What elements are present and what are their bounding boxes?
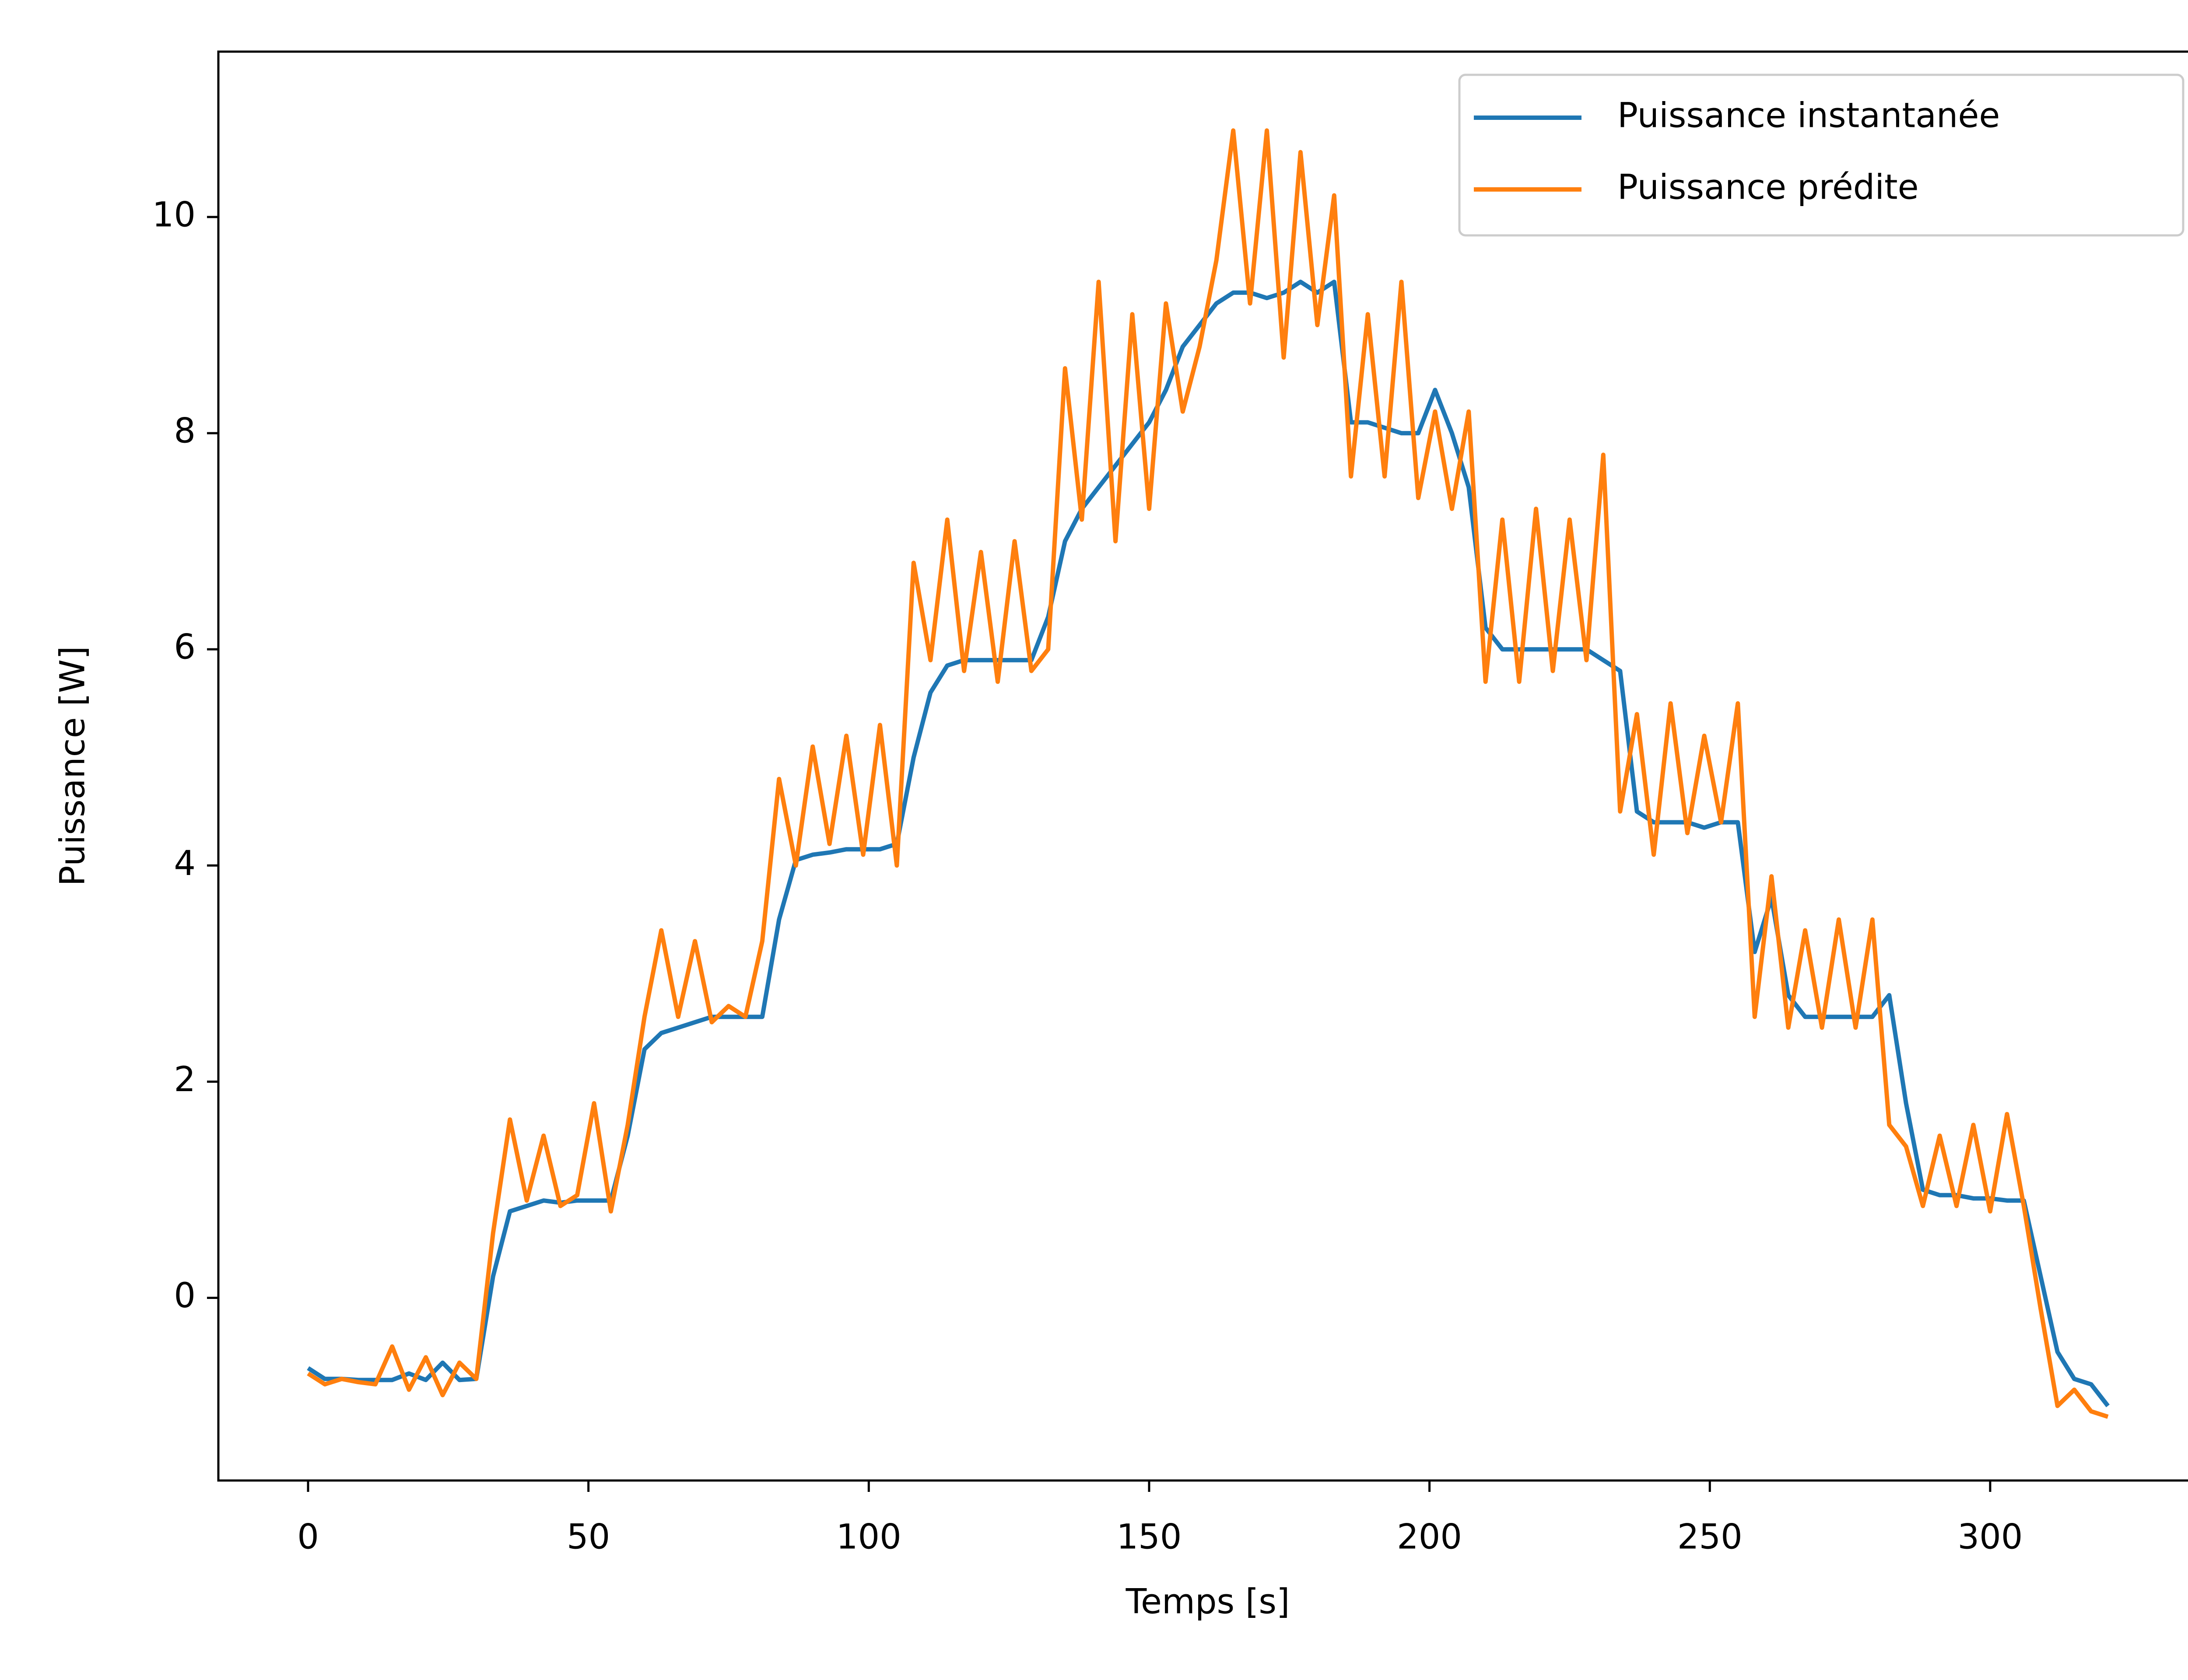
x-axis-label: Temps [s]: [1126, 1582, 1290, 1621]
y-tick-label: 0: [174, 1276, 196, 1316]
x-tick-label: 0: [297, 1517, 319, 1557]
x-tick-label: 300: [1957, 1517, 2023, 1557]
y-tick-label: 2: [174, 1060, 196, 1099]
x-tick-label: 250: [1677, 1517, 1743, 1557]
legend-box: [1458, 74, 2184, 237]
x-tick-label: 100: [836, 1517, 901, 1557]
y-tick-label: 10: [152, 195, 196, 234]
legend-label: Puissance prédite: [1617, 168, 1919, 207]
series-line: [307, 280, 2110, 1407]
x-tick-label: 50: [567, 1517, 610, 1557]
y-tick-label: 4: [174, 844, 196, 883]
y-axis-label: Puissance [W]: [53, 646, 92, 886]
x-tick-label: 150: [1117, 1517, 1182, 1557]
series-line: [307, 128, 2109, 1419]
plot-frame: [217, 50, 2188, 1482]
x-tick-label: 200: [1397, 1517, 1462, 1557]
y-tick-label: 8: [174, 412, 196, 451]
legend-label: Puissance instantanée: [1617, 96, 2000, 135]
y-tick-label: 6: [174, 628, 196, 667]
